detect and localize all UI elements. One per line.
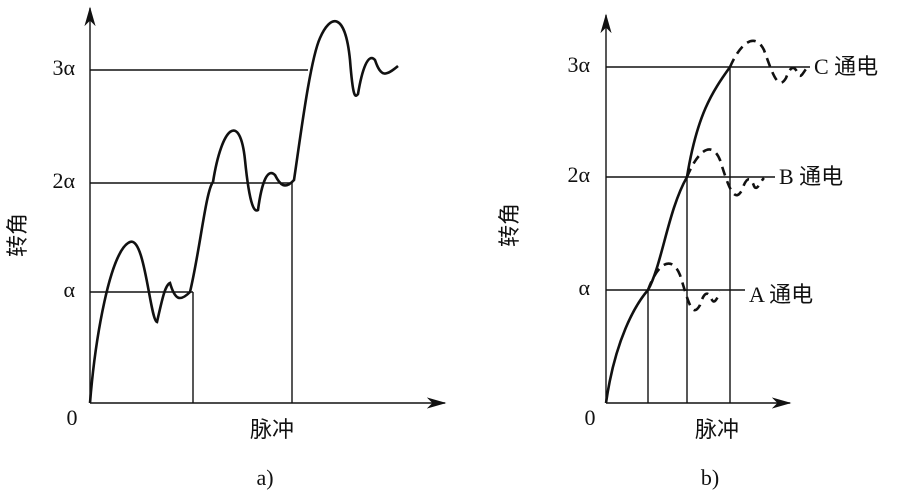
origin-label: 0: [585, 405, 596, 430]
y-label: α: [578, 275, 590, 300]
y-label: 3α: [52, 55, 75, 80]
response-curve: [604, 66, 732, 404]
x-axis-label: 脉冲: [695, 417, 739, 442]
curve-label: A 通电: [749, 282, 813, 307]
caption: a): [256, 465, 273, 490]
panel-a: 3α 2α α 0 转角 脉冲 a): [5, 6, 447, 490]
response-curve: [88, 20, 399, 404]
panel-b: 3α 2α α 0 转角 脉冲 b) C 通电 B 通电 A 通电: [497, 13, 878, 490]
y-label: 3α: [567, 52, 590, 77]
curve-label: B 通电: [779, 164, 843, 189]
origin-label: 0: [67, 405, 78, 430]
y-axis-label: 转角: [5, 213, 30, 257]
overshoot-c: [728, 39, 809, 84]
overshoot-a: [646, 262, 722, 312]
overshoot-b: [685, 148, 765, 197]
y-label: α: [63, 277, 75, 302]
y-axis-label: 转角: [497, 203, 522, 247]
y-label: 2α: [567, 162, 590, 187]
curve-label: C 通电: [814, 54, 878, 79]
y-label: 2α: [52, 168, 75, 193]
x-axis-label: 脉冲: [250, 417, 294, 442]
caption: b): [701, 465, 719, 490]
